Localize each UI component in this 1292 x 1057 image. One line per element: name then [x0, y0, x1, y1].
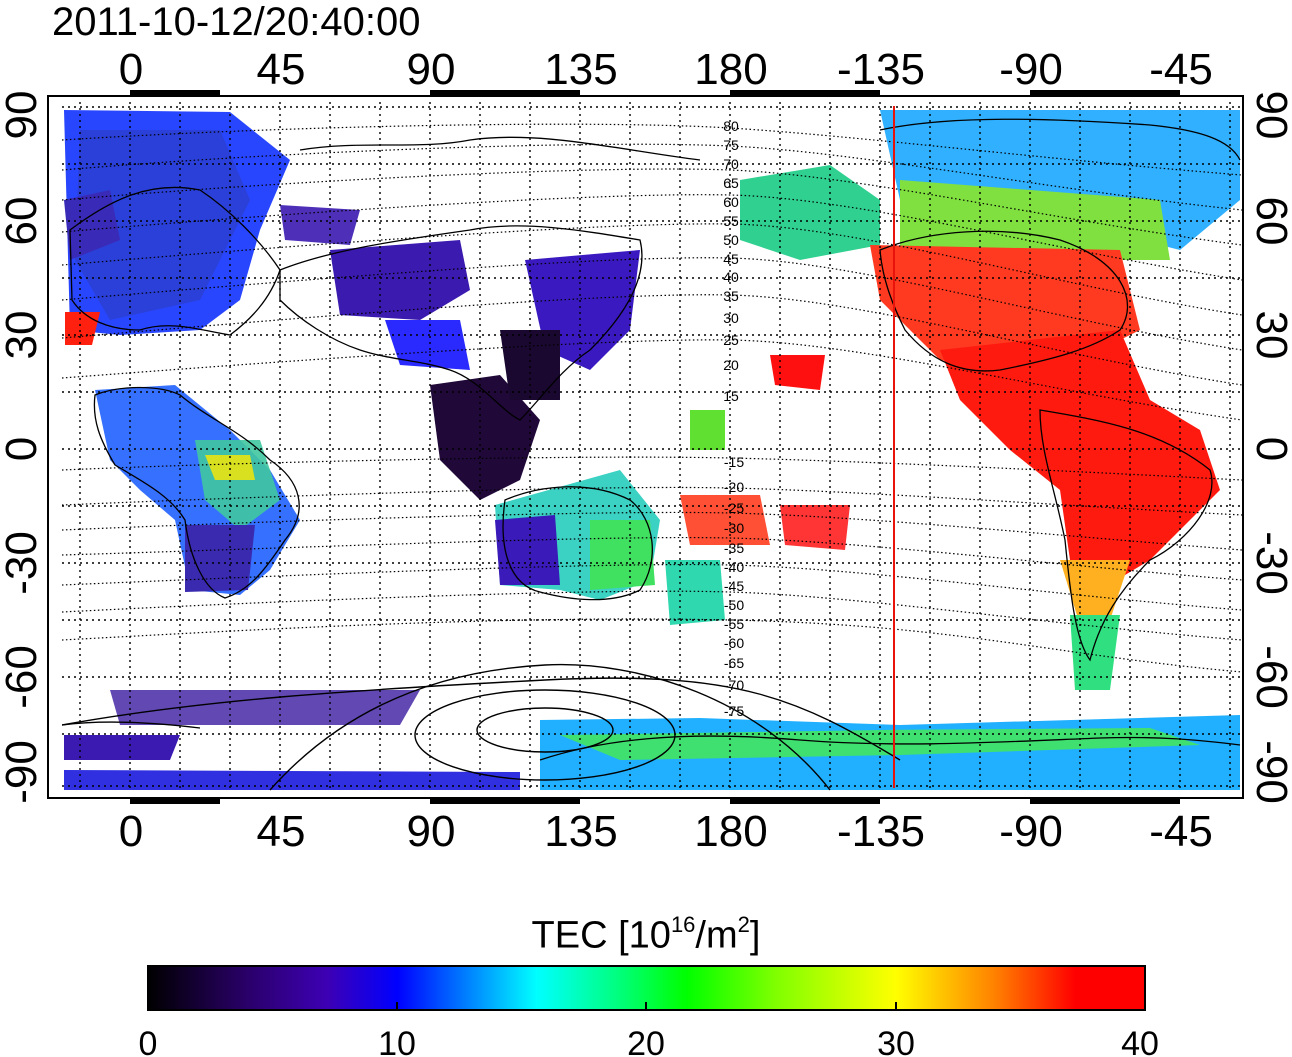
left-lat-tick: 0 — [0, 437, 46, 461]
top-lon-tick: -90 — [999, 45, 1063, 94]
right-lat-tick: 60 — [1247, 197, 1292, 246]
top-lon-tick: 45 — [257, 45, 306, 94]
left-lat-tick: 60 — [0, 197, 46, 246]
contour-label: 70 — [723, 156, 739, 172]
left-lat-tick: 90 — [0, 91, 46, 140]
right-lat-tick: 0 — [1247, 437, 1292, 461]
right-lat-tick: -90 — [1247, 740, 1292, 804]
contour-label: 60 — [723, 194, 739, 210]
left-lat-tick: -60 — [0, 645, 46, 709]
contour-label: -70 — [724, 677, 744, 693]
aurora-oval-contours — [62, 663, 901, 791]
top-lon-tick: -45 — [1149, 45, 1213, 94]
top-lon-tick: 180 — [694, 45, 767, 94]
colorbar-tick-label: 30 — [877, 1025, 915, 1057]
bottom-lon-tick: 135 — [544, 807, 617, 856]
colorbar-tick-label: 0 — [139, 1025, 158, 1057]
tec-data-regions — [64, 110, 1240, 790]
right-lat-tick: 90 — [1247, 91, 1292, 140]
timestamp-title: 2011-10-12/20:40:00 — [52, 0, 421, 44]
left-lat-tick: 30 — [0, 311, 46, 360]
contour-label: 65 — [723, 175, 739, 191]
coastlines — [62, 118, 1241, 761]
contour-label: -20 — [724, 479, 744, 495]
contour-label: -15 — [724, 454, 744, 470]
contour-label: -25 — [724, 500, 744, 516]
contour-label: 75 — [723, 137, 739, 153]
colorbar-title-unit: /m — [695, 914, 738, 957]
contour-label: -60 — [724, 635, 744, 651]
colorbar-title-suffix: ] — [749, 914, 761, 957]
contour-label: -65 — [724, 655, 744, 671]
contour-label: -30 — [724, 520, 744, 536]
contour-label: 15 — [723, 388, 739, 404]
top-lon-tick: 135 — [544, 45, 617, 94]
contour-label: 20 — [723, 357, 739, 373]
contour-label: 35 — [723, 288, 739, 304]
top-lon-tick: -135 — [837, 45, 925, 94]
contour-label: -75 — [724, 703, 744, 719]
bottom-lon-tick: 0 — [119, 807, 143, 856]
right-lat-tick: -30 — [1247, 531, 1292, 595]
left-lat-tick: -90 — [0, 740, 46, 804]
top-lon-tick: 90 — [407, 45, 456, 94]
contour-label: 40 — [723, 269, 739, 285]
contour-label: -35 — [724, 540, 744, 556]
contour-label: -55 — [724, 616, 744, 632]
frame-tick-bars — [130, 90, 1180, 804]
contour-label: 45 — [723, 251, 739, 267]
bottom-lon-tick: 45 — [257, 807, 306, 856]
colorbar-tick-label: 20 — [627, 1025, 665, 1057]
bottom-lon-tick: -135 — [837, 807, 925, 856]
contour-label: 55 — [723, 213, 739, 229]
top-lon-tick: 0 — [119, 45, 143, 94]
contour-label: -50 — [724, 597, 744, 613]
contour-label: -45 — [724, 578, 744, 594]
contour-label: 50 — [723, 232, 739, 248]
colorbar-title: TEC [1016/m2] — [0, 905, 1292, 958]
bottom-lon-tick: 90 — [407, 807, 456, 856]
colorbar-tick-label: 10 — [378, 1025, 416, 1057]
colorbar-title-unit-exponent: 2 — [737, 912, 750, 937]
bottom-lon-tick: 180 — [694, 807, 767, 856]
colorbar-ticks — [396, 1002, 897, 1010]
left-lat-tick: -30 — [0, 531, 46, 595]
contour-label: 25 — [723, 332, 739, 348]
colorbar-title-exponent: 16 — [670, 912, 696, 937]
colorbar-tick-label: 40 — [1121, 1025, 1159, 1057]
contour-label: 80 — [723, 118, 739, 134]
colorbar-title-prefix: TEC [10 — [531, 914, 671, 957]
bottom-lon-tick: -45 — [1149, 807, 1213, 856]
magnetic-latitude-contours — [62, 123, 1242, 673]
right-lat-tick: -60 — [1247, 645, 1292, 709]
contour-label: -40 — [724, 559, 744, 575]
right-lat-tick: 30 — [1247, 311, 1292, 360]
bottom-lon-tick: -90 — [999, 807, 1063, 856]
contour-label: 30 — [723, 310, 739, 326]
